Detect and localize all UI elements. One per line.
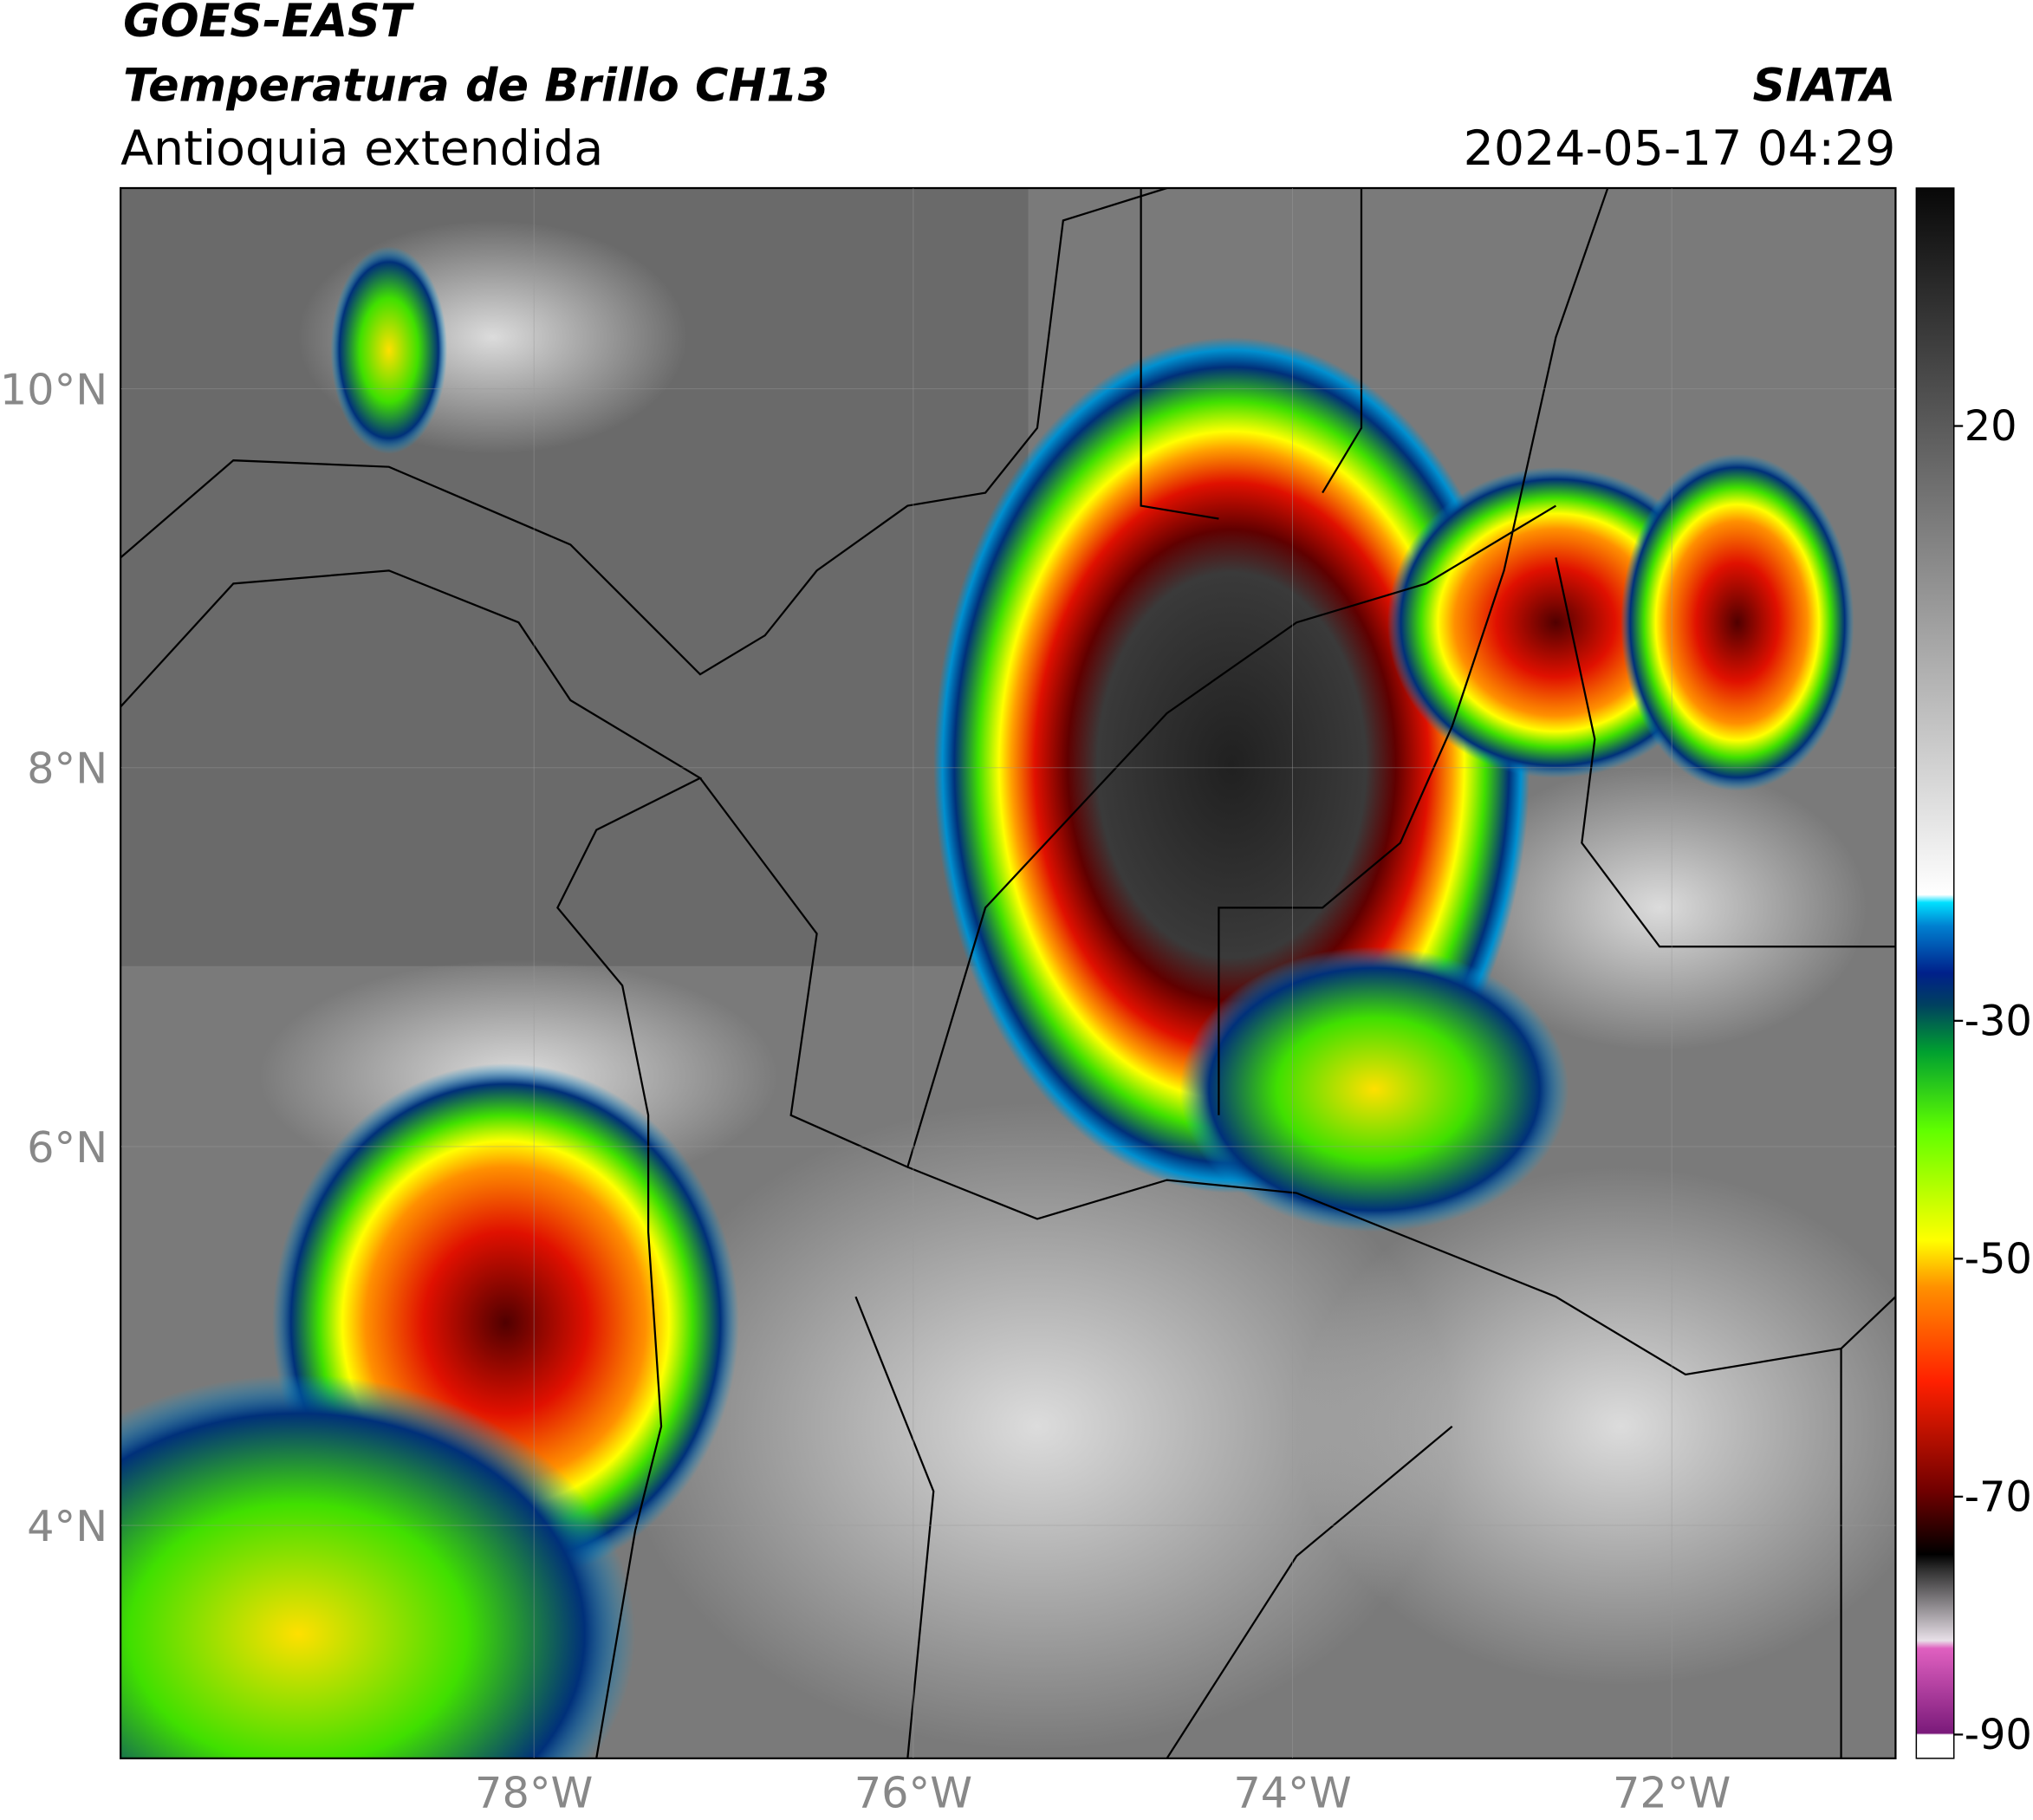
satellite-image xyxy=(120,188,1896,1758)
x-tick-label: 72°W xyxy=(1613,1768,1731,1818)
source: SIATA xyxy=(1753,60,1896,113)
subtitle: Temperatura de Brillo CH13 xyxy=(123,60,829,113)
x-tick-label: 76°W xyxy=(854,1768,972,1818)
map-frame xyxy=(120,186,1897,1759)
title: GOES-EAST xyxy=(123,0,415,48)
colorbar-tick-label: -50 xyxy=(1965,1236,2032,1284)
colorbar-tick-label: -70 xyxy=(1965,1473,2032,1521)
y-tick-label: 10°N xyxy=(0,365,107,415)
colorbar-tick-label: 20 xyxy=(1965,403,2017,451)
y-tick-label: 6°N xyxy=(27,1122,107,1173)
colorbar-tick-label: -90 xyxy=(1965,1712,2032,1759)
colorbar xyxy=(1915,187,1955,1759)
datetime: 2024-05-17 04:29 xyxy=(1464,121,1896,177)
colorbar-tick-label: -30 xyxy=(1965,998,2032,1045)
x-tick-label: 78°W xyxy=(475,1768,593,1818)
region: Antioquia extendida xyxy=(120,121,603,177)
y-tick-label: 4°N xyxy=(27,1501,107,1551)
x-tick-label: 74°W xyxy=(1233,1768,1351,1818)
y-tick-label: 8°N xyxy=(27,744,107,794)
